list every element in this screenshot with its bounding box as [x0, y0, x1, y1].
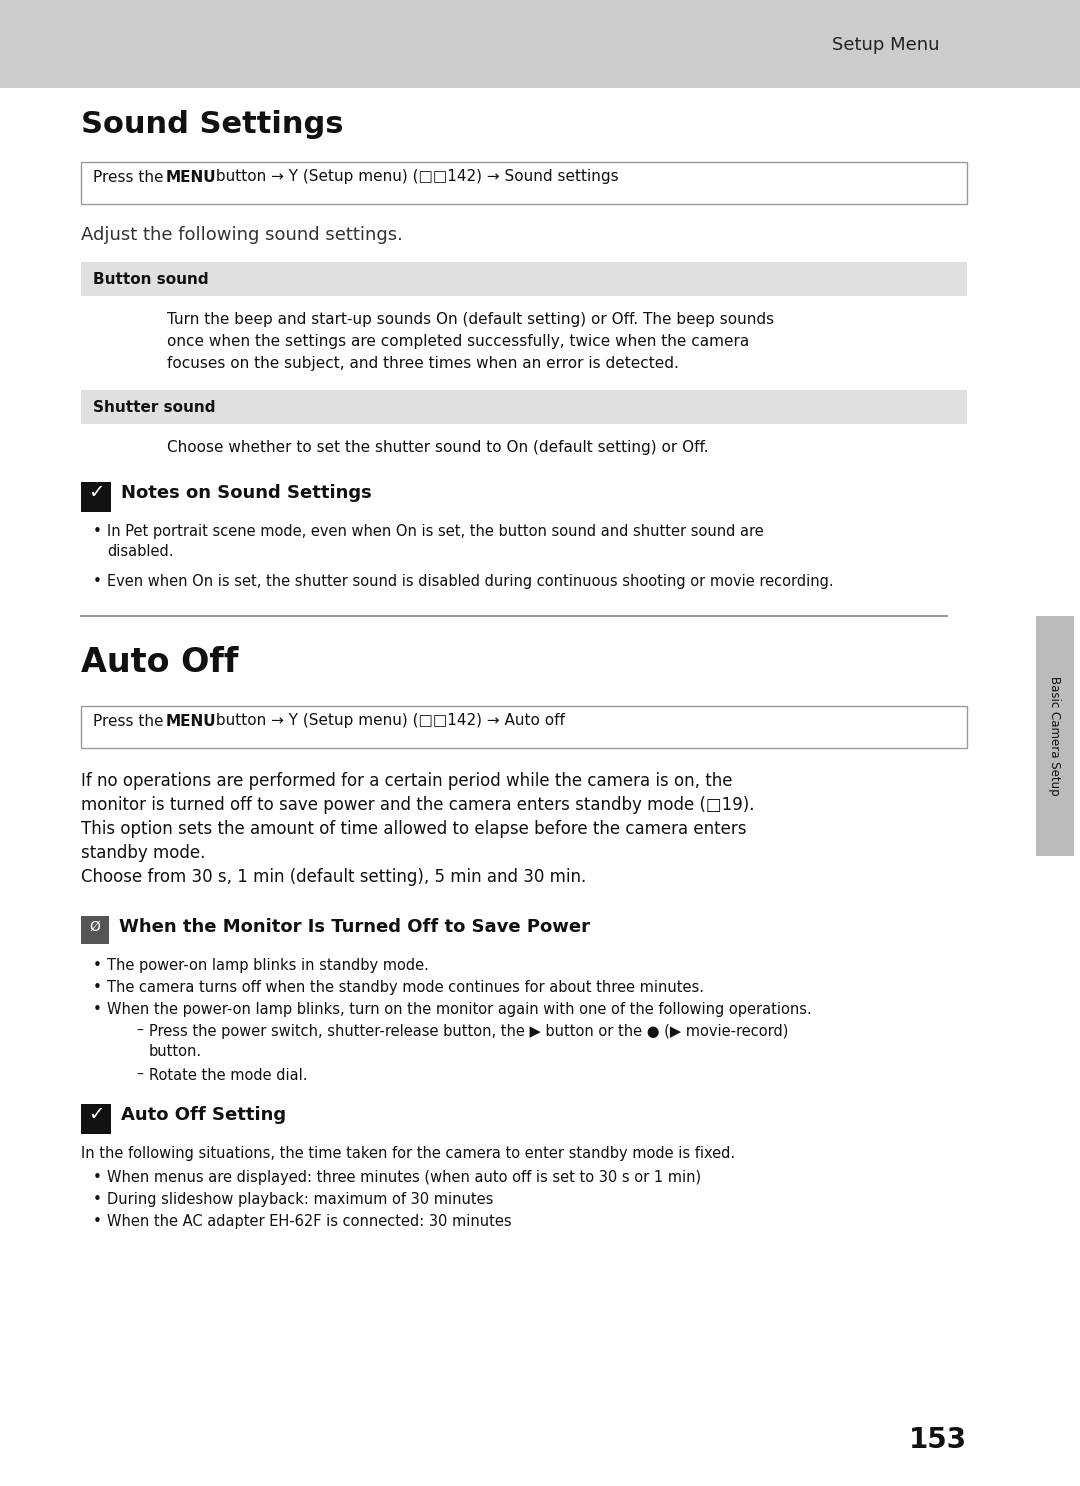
Text: When menus are displayed: three minutes (when auto off is set to 30 s or 1 min): When menus are displayed: three minutes … — [107, 1169, 701, 1184]
Text: Setup Menu: Setup Menu — [833, 36, 940, 53]
Bar — [1036, 617, 1074, 856]
Text: If no operations are performed for a certain period while the camera is on, the: If no operations are performed for a cer… — [81, 773, 732, 791]
Text: Ø: Ø — [90, 920, 100, 935]
Text: Rotate the mode dial.: Rotate the mode dial. — [149, 1068, 308, 1083]
Text: When the power-on lamp blinks, turn on the monitor again with one of the followi: When the power-on lamp blinks, turn on t… — [107, 1002, 812, 1016]
Text: MENU: MENU — [166, 169, 217, 184]
Text: The camera turns off when the standby mode continues for about three minutes.: The camera turns off when the standby mo… — [107, 979, 704, 996]
Bar — [81, 389, 967, 424]
Text: disabled.: disabled. — [107, 544, 174, 559]
Text: standby mode.: standby mode. — [81, 844, 205, 862]
Text: Choose whether to set the shutter sound to On (default setting) or Off.: Choose whether to set the shutter sound … — [167, 440, 710, 455]
Text: Shutter sound: Shutter sound — [93, 400, 216, 415]
Text: •: • — [93, 1002, 102, 1016]
Bar — [0, 0, 1080, 88]
Text: button.: button. — [149, 1045, 202, 1060]
Text: button → Υ (Setup menu) (□□142) → Auto off: button → Υ (Setup menu) (□□142) → Auto o… — [211, 713, 565, 728]
Text: Even when On is set, the shutter sound is disabled during continuous shooting or: Even when On is set, the shutter sound i… — [107, 574, 834, 588]
Text: once when the settings are completed successfully, twice when the camera: once when the settings are completed suc… — [167, 334, 750, 349]
Text: monitor is turned off to save power and the camera enters standby mode (□19).: monitor is turned off to save power and … — [81, 796, 755, 814]
Text: Press the power switch, shutter-release button, the ▶ button or the ● (▶ movie-r: Press the power switch, shutter-release … — [149, 1024, 788, 1039]
Text: Basic Camera Setup: Basic Camera Setup — [1049, 676, 1062, 796]
Text: Auto Off: Auto Off — [81, 646, 239, 679]
Text: ✓: ✓ — [87, 1106, 104, 1125]
Text: •: • — [93, 525, 102, 539]
Text: –: – — [136, 1024, 143, 1039]
Text: MENU: MENU — [166, 713, 217, 728]
Bar — [81, 1104, 111, 1134]
Text: In the following situations, the time taken for the camera to enter standby mode: In the following situations, the time ta… — [81, 1146, 735, 1161]
Text: •: • — [93, 574, 102, 588]
Bar — [81, 262, 967, 296]
Bar — [81, 706, 967, 747]
Text: Auto Off Setting: Auto Off Setting — [121, 1106, 286, 1123]
Text: ✓: ✓ — [87, 483, 104, 502]
Text: Adjust the following sound settings.: Adjust the following sound settings. — [81, 226, 403, 244]
Text: Sound Settings: Sound Settings — [81, 110, 343, 140]
Text: button → Υ (Setup menu) (□□142) → Sound settings: button → Υ (Setup menu) (□□142) → Sound … — [211, 169, 619, 184]
Text: Press the: Press the — [93, 169, 168, 184]
Text: •: • — [93, 1169, 102, 1184]
Text: –: – — [136, 1068, 143, 1082]
Text: 153: 153 — [908, 1427, 967, 1453]
Text: During slideshow playback: maximum of 30 minutes: During slideshow playback: maximum of 30… — [107, 1192, 494, 1207]
Text: Press the: Press the — [93, 713, 168, 728]
Text: •: • — [93, 979, 102, 996]
Text: •: • — [93, 958, 102, 973]
Text: Turn the beep and start-up sounds On (default setting) or Off. The beep sounds: Turn the beep and start-up sounds On (de… — [167, 312, 774, 327]
Text: This option sets the amount of time allowed to elapse before the camera enters: This option sets the amount of time allo… — [81, 820, 746, 838]
Bar — [81, 162, 967, 204]
Text: •: • — [93, 1192, 102, 1207]
Text: Notes on Sound Settings: Notes on Sound Settings — [121, 484, 372, 502]
Text: Choose from 30 s, 1 min (default setting), 5 min and 30 min.: Choose from 30 s, 1 min (default setting… — [81, 868, 586, 886]
Text: focuses on the subject, and three times when an error is detected.: focuses on the subject, and three times … — [167, 357, 679, 372]
Bar — [81, 481, 111, 513]
Bar — [81, 915, 109, 944]
Text: The power-on lamp blinks in standby mode.: The power-on lamp blinks in standby mode… — [107, 958, 429, 973]
Text: When the Monitor Is Turned Off to Save Power: When the Monitor Is Turned Off to Save P… — [119, 918, 590, 936]
Text: In Pet portrait scene mode, even when On is set, the button sound and shutter so: In Pet portrait scene mode, even when On… — [107, 525, 764, 539]
Text: Button sound: Button sound — [93, 272, 208, 287]
Text: •: • — [93, 1214, 102, 1229]
Text: When the AC adapter EH-62F is connected: 30 minutes: When the AC adapter EH-62F is connected:… — [107, 1214, 512, 1229]
